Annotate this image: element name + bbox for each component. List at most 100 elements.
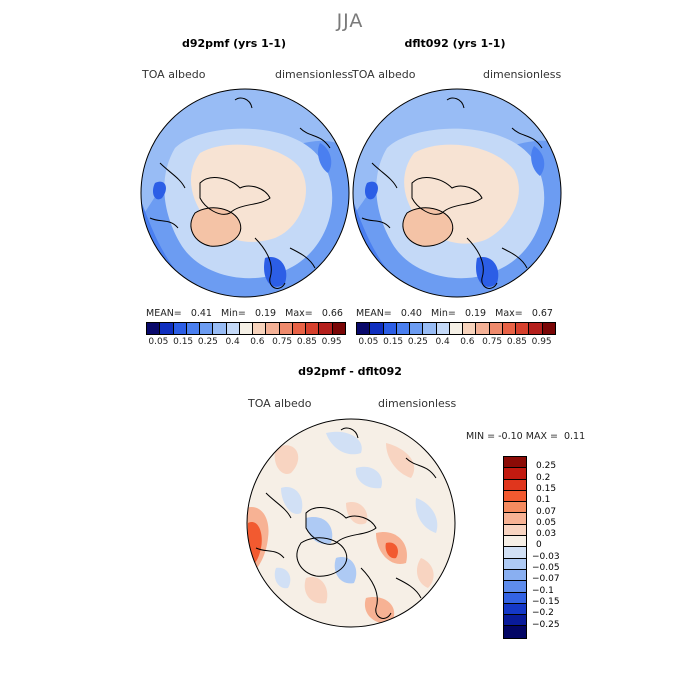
colorbar-swatch <box>504 569 526 582</box>
colorbar-swatch <box>306 323 320 334</box>
panel2-title: dflt092 (yrs 1-1) <box>404 37 506 50</box>
colorbar-swatch <box>239 323 254 334</box>
panel1-units-label: dimensionless <box>275 68 354 81</box>
colorbar-swatch <box>504 457 526 469</box>
colorbar-swatch <box>504 547 526 559</box>
diff-min-value: -0.10 <box>498 431 523 442</box>
colorbar-swatch <box>504 592 526 604</box>
panel2-mean-value: 0.40 <box>400 308 422 319</box>
panel2-units-label: dimensionless <box>483 68 562 81</box>
colorbar-tick-label: 0.95 <box>531 337 552 347</box>
diff-max-label: MAX = <box>525 431 558 442</box>
colorbar-tick-label: 0.15 <box>536 483 557 494</box>
diff-map <box>246 418 456 628</box>
colorbar-tick-label: 0.75 <box>272 337 293 347</box>
colorbar-swatch <box>504 603 526 616</box>
colorbar-swatch <box>463 323 477 334</box>
colorbar-tick-label: 0.25 <box>407 337 428 347</box>
colorbar-swatch <box>449 323 464 334</box>
colorbar-swatch <box>504 536 526 548</box>
panel2-colorbar-ticks: 0.05 0.15 0.25 0.4 0.6 0.75 0.85 0.95 <box>356 337 554 349</box>
colorbar-tick-label: −0.07 <box>532 574 560 585</box>
colorbar-tick-label: 0.85 <box>506 337 527 347</box>
colorbar-swatch <box>410 323 424 334</box>
panel1-colorbar-ticks: 0.05 0.15 0.25 0.4 0.6 0.75 0.85 0.95 <box>146 337 344 349</box>
panel1-variable-label: TOA albedo <box>142 68 206 81</box>
colorbar-swatch <box>173 323 187 334</box>
colorbar-swatch <box>370 323 384 334</box>
panel1-max-value: 0.66 <box>321 308 343 319</box>
colorbar-tick-label: −0.15 <box>532 596 560 607</box>
colorbar-swatch <box>279 323 293 334</box>
diff-stats: MIN = -0.10 MAX = 0.11 <box>466 431 585 442</box>
colorbar-swatch <box>504 558 526 570</box>
colorbar-tick-label: 0.95 <box>321 337 342 347</box>
diff-variable-label: TOA albedo <box>248 397 312 410</box>
colorbar-swatch <box>253 323 267 334</box>
colorbar-tick-label: 0.15 <box>383 337 404 347</box>
colorbar-tick-label: 0.25 <box>536 461 557 472</box>
panel1-mean-label: MEAN= <box>146 308 182 319</box>
colorbar-tick-label: 0.6 <box>250 337 265 347</box>
colorbar-swatch <box>423 323 437 334</box>
panel2-max-label: Max= <box>495 308 523 319</box>
colorbar-swatch <box>319 323 333 334</box>
diff-colorbar <box>503 456 527 639</box>
panel2-map <box>352 88 562 298</box>
colorbar-swatch <box>160 323 174 334</box>
colorbar-tick-label: 0.6 <box>460 337 475 347</box>
colorbar-swatch <box>504 468 526 480</box>
colorbar-swatch <box>436 323 450 334</box>
colorbar-tick-label: 0.05 <box>148 337 169 347</box>
diff-colorbar-ticks: 0.25 0.2 0.15 0.1 0.07 0.05 0.03 0 −0.03 −0.05 −0.… <box>532 456 572 638</box>
season-title: JJA <box>336 10 364 32</box>
panel2-max-value: 0.67 <box>531 308 553 319</box>
colorbar-swatch <box>186 323 201 334</box>
panel1-title: d92pmf (yrs 1-1) <box>181 37 287 50</box>
colorbar-swatch <box>332 323 345 334</box>
colorbar-swatch <box>504 502 526 514</box>
colorbar-swatch <box>504 490 526 503</box>
panel1-min-value: 0.19 <box>254 308 277 319</box>
colorbar-swatch <box>489 323 503 334</box>
colorbar-swatch <box>504 513 526 525</box>
colorbar-swatch <box>542 323 555 334</box>
colorbar-tick-label: 0 <box>536 540 542 551</box>
colorbar-swatch <box>357 323 371 334</box>
colorbar-tick-label: 0.05 <box>358 337 379 347</box>
colorbar-swatch <box>383 323 397 334</box>
colorbar-tick-label: 0.85 <box>296 337 317 347</box>
colorbar-swatch <box>226 323 240 334</box>
panel1-stats: MEAN= 0.41 Min= 0.19 Max= 0.66 <box>146 308 343 319</box>
diff-units-label: dimensionless <box>378 397 457 410</box>
colorbar-tick-label: −0.03 <box>532 551 560 562</box>
colorbar-tick-label: 0.15 <box>173 337 194 347</box>
colorbar-tick-label: 0.4 <box>225 337 240 347</box>
colorbar-swatch <box>502 323 517 334</box>
colorbar-tick-label: −0.2 <box>532 608 554 619</box>
diff-panel-title: d92pmf - dflt092 <box>298 365 402 378</box>
diff-max-value: 0.11 <box>563 431 586 442</box>
panel1-colorbar <box>146 322 346 335</box>
panel2-min-label: Min= <box>431 308 456 319</box>
colorbar-tick-label: 0.05 <box>536 517 557 528</box>
panel2-variable-label: TOA albedo <box>352 68 416 81</box>
colorbar-swatch <box>516 323 530 334</box>
colorbar-tick-label: 0.25 <box>197 337 218 347</box>
colorbar-swatch <box>504 615 526 627</box>
colorbar-swatch <box>504 479 526 491</box>
panel1-map <box>140 88 350 298</box>
colorbar-swatch <box>504 581 526 593</box>
colorbar-swatch <box>147 323 161 334</box>
colorbar-swatch <box>200 323 214 334</box>
colorbar-swatch <box>213 323 227 334</box>
colorbar-swatch <box>396 323 411 334</box>
colorbar-tick-label: 0.1 <box>536 495 551 506</box>
colorbar-tick-label: −0.05 <box>532 563 560 573</box>
colorbar-tick-label: −0.25 <box>532 619 560 630</box>
panel2-colorbar <box>356 322 556 335</box>
panel1-min-label: Min= <box>221 308 246 319</box>
panel1-max-label: Max= <box>285 308 313 319</box>
diff-min-label: MIN = <box>466 431 496 442</box>
panel2-stats: MEAN= 0.40 Min= 0.19 Max= 0.67 <box>356 308 553 319</box>
